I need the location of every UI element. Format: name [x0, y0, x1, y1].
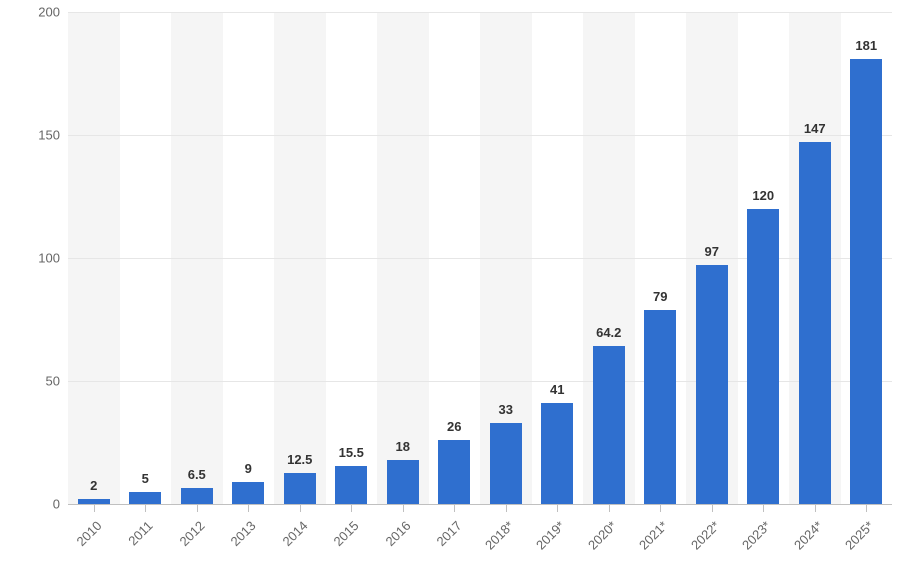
x-tick-label: 2011: [103, 518, 156, 571]
bar-value-label: 64.2: [596, 325, 621, 340]
x-tick-mark: [712, 504, 713, 512]
bar[interactable]: [850, 59, 882, 504]
x-tick-label: 2017: [412, 518, 465, 571]
bar-value-label: 2: [90, 478, 97, 493]
y-tick-label: 150: [38, 128, 68, 143]
bar-value-label: 79: [653, 289, 667, 304]
x-tick-label: 2019*: [515, 518, 568, 571]
x-tick-label: 2018*: [463, 518, 516, 571]
x-tick-mark: [763, 504, 764, 512]
bar-value-label: 9: [245, 461, 252, 476]
x-tick-label: 2010: [51, 518, 104, 571]
bar[interactable]: [644, 310, 676, 504]
grid-line: [68, 135, 892, 136]
bar-chart: Data volume in zetabytes 050100150200220…: [0, 0, 910, 578]
bar-value-label: 33: [499, 402, 513, 417]
x-tick-label: 2015: [309, 518, 362, 571]
bar-value-label: 6.5: [188, 467, 206, 482]
x-tick-mark: [660, 504, 661, 512]
x-tick-label: 2024*: [772, 518, 825, 571]
x-tick-label: 2012: [154, 518, 207, 571]
bar-value-label: 97: [705, 244, 719, 259]
bar[interactable]: [541, 403, 573, 504]
grid-line: [68, 12, 892, 13]
bar[interactable]: [129, 492, 161, 504]
bar[interactable]: [696, 265, 728, 504]
y-tick-label: 100: [38, 251, 68, 266]
x-tick-mark: [506, 504, 507, 512]
x-tick-mark: [351, 504, 352, 512]
x-tick-mark: [815, 504, 816, 512]
bar-value-label: 41: [550, 382, 564, 397]
x-tick-label: 2022*: [669, 518, 722, 571]
y-tick-label: 200: [38, 5, 68, 20]
bar-value-label: 181: [855, 38, 877, 53]
bar-value-label: 26: [447, 419, 461, 434]
bar[interactable]: [799, 142, 831, 504]
x-tick-label: 2021*: [618, 518, 671, 571]
bar[interactable]: [387, 460, 419, 504]
x-tick-mark: [145, 504, 146, 512]
y-tick-label: 0: [53, 497, 68, 512]
x-tick-mark: [197, 504, 198, 512]
bar-value-label: 12.5: [287, 452, 312, 467]
bar-value-label: 18: [396, 439, 410, 454]
x-tick-mark: [866, 504, 867, 512]
bar[interactable]: [747, 209, 779, 504]
bar-value-label: 5: [142, 471, 149, 486]
bar-value-label: 120: [752, 188, 774, 203]
y-tick-label: 50: [46, 374, 68, 389]
x-tick-label: 2020*: [566, 518, 619, 571]
bar[interactable]: [335, 466, 367, 504]
x-tick-mark: [557, 504, 558, 512]
x-tick-label: 2016: [360, 518, 413, 571]
x-tick-mark: [454, 504, 455, 512]
x-tick-mark: [609, 504, 610, 512]
bar[interactable]: [490, 423, 522, 504]
bar-value-label: 15.5: [339, 445, 364, 460]
plot-area: 05010015020022010520116.520129201312.520…: [68, 12, 892, 504]
x-tick-label: 2013: [206, 518, 259, 571]
bar[interactable]: [438, 440, 470, 504]
x-tick-mark: [300, 504, 301, 512]
x-axis-line: [68, 504, 892, 505]
x-tick-label: 2025*: [824, 518, 877, 571]
x-tick-mark: [403, 504, 404, 512]
x-tick-label: 2014: [257, 518, 310, 571]
bar-value-label: 147: [804, 121, 826, 136]
x-tick-mark: [248, 504, 249, 512]
x-tick-mark: [94, 504, 95, 512]
bar[interactable]: [284, 473, 316, 504]
bar[interactable]: [593, 346, 625, 504]
x-tick-label: 2023*: [721, 518, 774, 571]
bar[interactable]: [232, 482, 264, 504]
bar[interactable]: [181, 488, 213, 504]
